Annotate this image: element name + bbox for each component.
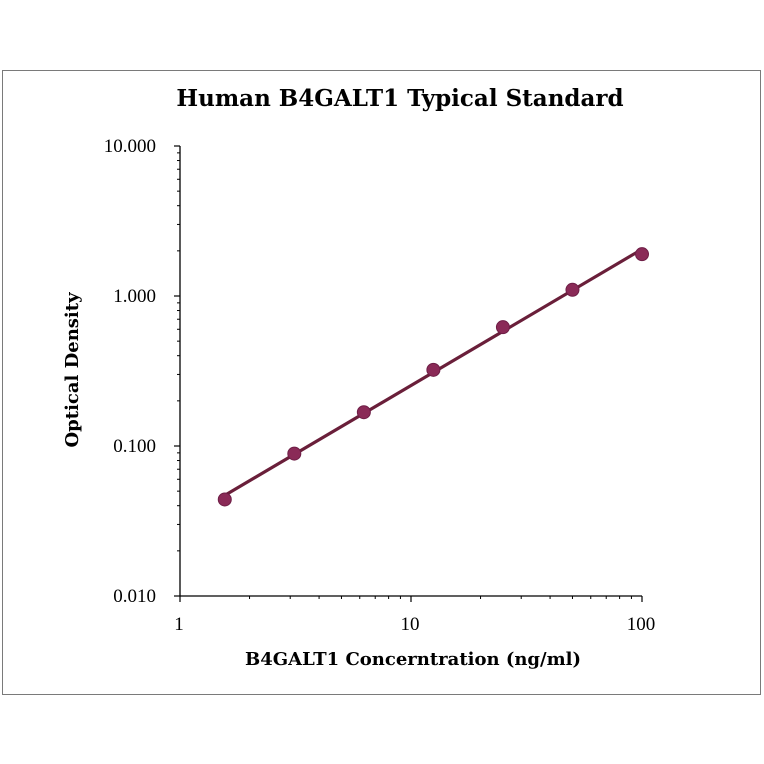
- data-point: [565, 282, 580, 297]
- y-tick-label: 0.100: [113, 436, 156, 457]
- x-tick-label: 100: [627, 614, 656, 635]
- axis-ticks: [174, 145, 643, 602]
- y-tick-label: 10.000: [104, 136, 156, 157]
- chart-title: Human B4GALT1 Typical Standard: [176, 85, 623, 112]
- axes: [179, 146, 642, 597]
- x-tick-label: 10: [401, 614, 420, 635]
- data-points: [217, 247, 649, 507]
- tick-labels: 10.000 1.000 0.100 0.010 1 10 100: [104, 136, 656, 635]
- data-point: [287, 446, 302, 461]
- x-tick-label: 1: [174, 614, 184, 635]
- y-tick-label: 1.000: [113, 286, 156, 307]
- data-point: [495, 320, 510, 335]
- data-point: [356, 405, 371, 420]
- data-point: [217, 492, 232, 507]
- chart-frame: [2, 70, 761, 695]
- y-axis-label: Optical Density: [62, 292, 83, 448]
- data-point: [426, 362, 441, 377]
- data-point: [635, 247, 649, 262]
- x-axis-label: B4GALT1 Concerntration (ng/ml): [245, 649, 581, 670]
- y-tick-label: 0.010: [113, 586, 156, 607]
